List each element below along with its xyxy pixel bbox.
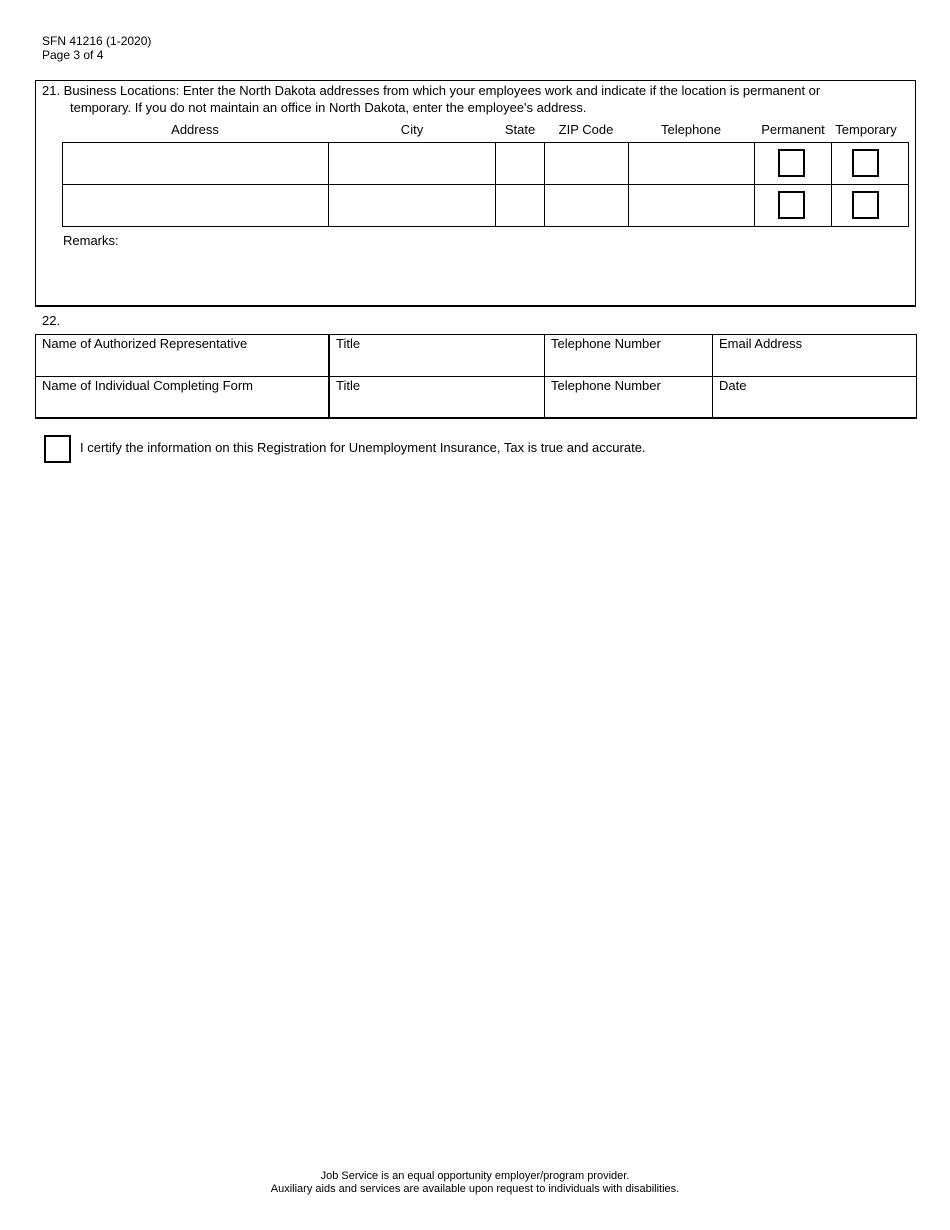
field-label: Title <box>336 378 361 393</box>
location-2-temporary-cell <box>831 184 909 227</box>
remarks-field[interactable] <box>62 250 908 300</box>
field-label: Email Address <box>719 336 803 351</box>
location-1-address-cell[interactable] <box>62 142 329 185</box>
representative-row-2-telephone-cell[interactable]: Telephone Number <box>544 376 713 419</box>
representative-row-1-name-cell[interactable]: Name of Authorized Representative <box>35 334 329 377</box>
field-label: Telephone Number <box>551 336 661 351</box>
section-21-instructions-line1: 21. Business Locations: Enter the North … <box>42 83 821 98</box>
location-1-telephone-cell[interactable] <box>628 142 755 185</box>
certify-checkbox[interactable] <box>44 435 71 463</box>
location-1-state-cell[interactable] <box>495 142 545 185</box>
field-label: Title <box>336 336 361 351</box>
location-1-temporary-checkbox[interactable] <box>852 149 879 177</box>
representative-row-2-name-cell[interactable]: Name of Individual Completing Form <box>35 376 329 419</box>
remarks-label: Remarks: <box>63 233 119 248</box>
column-header-city: City <box>400 122 424 137</box>
location-1-zip-cell[interactable] <box>544 142 629 185</box>
page-number: Page 3 of 4 <box>42 48 104 62</box>
representative-row-1-telephone-cell[interactable]: Telephone Number <box>544 334 713 377</box>
column-header-address: Address <box>171 122 219 137</box>
column-header-telephone: Telephone <box>661 122 721 137</box>
footer-auxiliary-aids: Auxiliary aids and services are availabl… <box>270 1183 680 1195</box>
field-label: Telephone Number <box>551 378 661 393</box>
field-label: Name of Individual Completing Form <box>42 378 253 393</box>
location-2-telephone-cell[interactable] <box>628 184 755 227</box>
location-1-city-cell[interactable] <box>328 142 496 185</box>
field-label: Name of Authorized Representative <box>42 336 248 351</box>
form-number: SFN 41216 (1-2020) <box>42 34 152 48</box>
column-header-permanent: Permanent <box>761 122 825 137</box>
field-label: Date <box>719 378 747 393</box>
location-2-city-cell[interactable] <box>328 184 496 227</box>
footer-equal-opportunity: Job Service is an equal opportunity empl… <box>320 1170 630 1182</box>
location-2-temporary-checkbox[interactable] <box>852 191 879 219</box>
column-header-state: State <box>504 122 536 137</box>
section-21-instructions-line2: temporary. If you do not maintain an off… <box>70 100 587 115</box>
location-2-address-cell[interactable] <box>62 184 329 227</box>
location-2-permanent-checkbox[interactable] <box>778 191 805 219</box>
certify-statement: I certify the information on this Regist… <box>80 440 646 455</box>
location-1-permanent-checkbox[interactable] <box>778 149 805 177</box>
representative-row-1-last-cell[interactable]: Email Address <box>712 334 917 377</box>
section-22-number: 22. <box>42 313 61 328</box>
representative-row-2-last-cell[interactable]: Date <box>712 376 917 419</box>
column-header-temporary: Temporary <box>835 122 897 137</box>
location-2-zip-cell[interactable] <box>544 184 629 227</box>
location-2-state-cell[interactable] <box>495 184 545 227</box>
section-21-box <box>35 80 916 307</box>
column-header-zip: ZIP Code <box>558 122 614 137</box>
representative-row-1-title-cell[interactable]: Title <box>328 334 545 377</box>
representative-row-2-title-cell[interactable]: Title <box>328 376 545 419</box>
